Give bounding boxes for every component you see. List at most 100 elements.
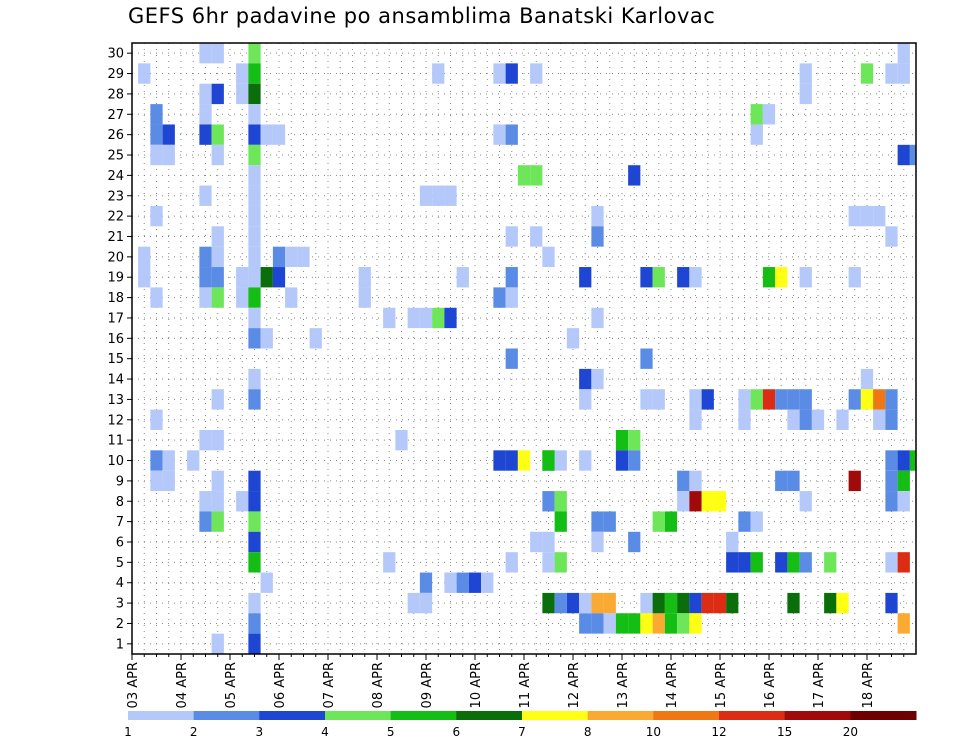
heatmap-cell: [211, 226, 224, 247]
heatmap-cell: [248, 368, 261, 390]
heatmap-cell: [640, 267, 653, 288]
heatmap-cell: [309, 328, 322, 349]
y-tick-label: 30: [107, 47, 124, 62]
heatmap-cell: [530, 63, 543, 84]
y-tick-label: 19: [107, 271, 124, 286]
heatmap-cell: [873, 389, 886, 410]
heatmap-cell: [873, 409, 886, 430]
heatmap-cell: [542, 531, 555, 553]
heatmap-cell: [787, 552, 800, 573]
heatmap-cell: [248, 165, 261, 186]
heatmap-cell: [199, 83, 212, 105]
heatmap-cell: [505, 124, 518, 145]
heatmap-cell: [187, 450, 200, 471]
heatmap-cell: [297, 246, 310, 268]
heatmap-cell: [750, 104, 763, 125]
heatmap-cell: [885, 63, 898, 84]
heatmap-cell: [677, 470, 690, 492]
heatmap-cell: [493, 124, 506, 145]
colorbar-legend: 1 2 3 4 5 6 7 8 10 12 15 20: [124, 711, 917, 739]
heatmap-cell: [885, 552, 898, 573]
heatmap-cell: [689, 409, 702, 430]
heatmap-cell: [248, 267, 261, 288]
heatmap-cell: [211, 429, 224, 451]
heatmap-cell: [419, 307, 433, 329]
heatmap-cell: [640, 348, 653, 369]
heatmap-cell: [799, 83, 812, 105]
heatmap-cell: [248, 185, 261, 206]
heatmap-cell: [909, 144, 916, 166]
heatmap-cell: [677, 613, 690, 634]
heatmap-cell: [640, 592, 653, 614]
x-tick-label: 10 APR: [469, 662, 484, 708]
heatmap-cell: [211, 83, 224, 105]
x-tick-label: 17 APR: [812, 662, 827, 708]
heatmap-cell: [860, 63, 874, 84]
y-tick-label: 8: [116, 495, 124, 510]
heatmap-cell: [664, 592, 678, 614]
x-tick-label: 05 APR: [224, 662, 239, 708]
heatmap-cell: [885, 450, 898, 471]
heatmap-cell: [138, 63, 151, 84]
heatmap-cell: [726, 531, 739, 553]
heatmap-cell: [615, 450, 629, 471]
colorbar-swatch: [128, 711, 195, 720]
y-tick-label: 11: [107, 434, 124, 449]
heatmap-cell: [640, 613, 653, 634]
colorbar-label: 2: [190, 725, 198, 739]
heatmap-cell: [248, 552, 261, 573]
heatmap-cell: [248, 307, 261, 329]
heatmap-cell: [787, 409, 800, 430]
colorbar-swatch: [456, 711, 523, 720]
heatmap-cell: [885, 491, 898, 512]
heatmap-cell: [579, 368, 592, 390]
heatmap-cell: [738, 552, 751, 573]
heatmap-cell: [603, 613, 616, 634]
y-tick-label: 9: [116, 474, 124, 489]
y-tick-label: 20: [107, 250, 124, 265]
heatmap-cell: [505, 552, 518, 573]
colorbar-label: 3: [256, 725, 264, 739]
y-tick-label: 5: [116, 556, 124, 571]
heatmap-cell: [652, 613, 665, 634]
heatmap-cell: [236, 491, 249, 512]
heatmap-cell: [481, 572, 494, 593]
heatmap-cell: [652, 592, 665, 614]
heatmap-cell: [150, 144, 163, 166]
heatmap-cell: [701, 389, 714, 410]
heatmap-cell: [836, 592, 849, 614]
heatmap-cell: [885, 592, 898, 614]
colorbar-label: 20: [843, 725, 858, 739]
heatmap-cell: [762, 389, 776, 410]
heatmap-cell: [689, 470, 702, 492]
heatmap-cell: [652, 267, 665, 288]
heatmap-cell: [738, 409, 751, 430]
heatmap-cell: [199, 287, 212, 308]
heatmap-cell: [897, 63, 910, 84]
heatmap-cell: [591, 226, 604, 247]
x-tick-label: 04 APR: [175, 662, 190, 708]
x-tick-label: 07 APR: [322, 662, 337, 708]
heatmap-cell: [432, 307, 445, 329]
heatmap-cell: [750, 552, 763, 573]
heatmap-cell: [530, 531, 543, 553]
heatmap-cell: [248, 613, 261, 634]
heatmap-cell: [150, 124, 163, 145]
heatmap-cell: [150, 450, 163, 471]
heatmap-cell: [199, 185, 212, 206]
heatmap-cell: [726, 552, 739, 573]
heatmap-cell: [248, 226, 261, 247]
heatmap-cell: [628, 429, 641, 451]
x-tick-label: 06 APR: [273, 662, 288, 708]
heatmap-cell: [628, 613, 641, 634]
heatmap-cell: [199, 429, 212, 451]
heatmap-cell: [419, 592, 433, 614]
heatmap-cell: [260, 267, 273, 288]
heatmap-cell: [150, 287, 163, 308]
heatmap-cell: [787, 470, 800, 492]
heatmap-cell: [799, 552, 812, 573]
heatmap-cell: [726, 592, 739, 614]
heatmap-cell: [713, 592, 727, 614]
heatmap-cell: [211, 511, 224, 532]
